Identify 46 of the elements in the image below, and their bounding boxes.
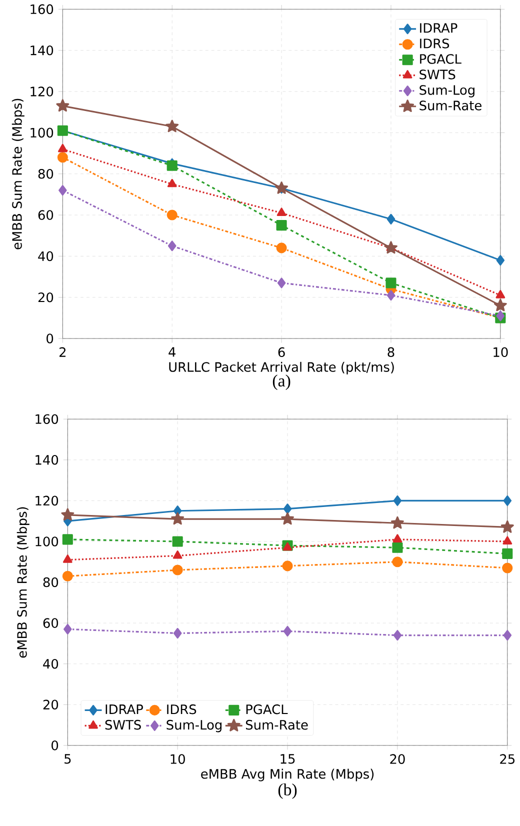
y-tick-label: 80: [38, 168, 54, 179]
legend-label: IDRS: [420, 38, 450, 48]
x-tick-label: 4: [168, 347, 176, 357]
legend-label: IDRAP: [420, 23, 458, 33]
x-tick-label: 8: [388, 347, 394, 358]
legend-label: IDRS: [167, 704, 196, 714]
text: (a): [272, 374, 290, 390]
legend-label: IDRAP: [106, 704, 143, 714]
x-tick-label: 10: [170, 754, 185, 764]
y-tick-label: 20: [43, 700, 58, 710]
y-tick-label: 100: [30, 128, 54, 138]
y-axis-title: eMBB Sum Rate (Mbps): [16, 507, 30, 658]
legend-label: SWTS: [420, 70, 456, 80]
y-tick-label: 60: [38, 210, 54, 220]
x-tick-label: 5: [64, 754, 71, 764]
y-tick-label: 60: [43, 618, 58, 628]
y-tick-label: 40: [43, 658, 58, 669]
y-tick-label: 160: [30, 4, 54, 14]
x-tick-label: 10: [494, 347, 508, 358]
text: (b): [278, 784, 297, 799]
legend-label: PGACL: [420, 54, 462, 64]
legend-label: Sum-Rate: [246, 720, 308, 730]
y-tick-label: 120: [30, 86, 54, 96]
y-tick-label: 0: [52, 740, 58, 750]
x-tick-label: 25: [500, 754, 515, 764]
x-axis-title: URLLC Packet Arrival Rate (pkt/ms): [169, 362, 394, 374]
legend-label: SWTS: [105, 720, 141, 730]
legend-label: Sum-Log: [166, 720, 222, 732]
x-tick-label: 20: [390, 754, 405, 764]
y-tick-label: 120: [36, 496, 58, 506]
legend-label: Sum-Log: [420, 85, 474, 98]
y-tick-label: 100: [36, 536, 58, 546]
y-tick-label: 160: [36, 414, 58, 424]
legend-label: PGACL: [246, 704, 288, 714]
legend-label: Sum-Rate: [420, 100, 482, 110]
y-tick-label: 0: [46, 334, 54, 344]
x-tick-label: 15: [280, 754, 295, 764]
y-tick-label: 140: [30, 45, 54, 56]
x-tick-label: 2: [60, 347, 66, 357]
y-tick-label: 140: [36, 454, 58, 465]
y-tick-label: 80: [43, 577, 58, 588]
y-tick-label: 20: [38, 292, 54, 302]
y-tick-label: 40: [38, 251, 54, 262]
x-axis-title: eMBB Avg Min Rate (Mbps): [201, 768, 374, 782]
x-tick-label: 6: [278, 347, 285, 358]
y-axis-title: eMBB Sum Rate (Mbps): [12, 98, 24, 250]
